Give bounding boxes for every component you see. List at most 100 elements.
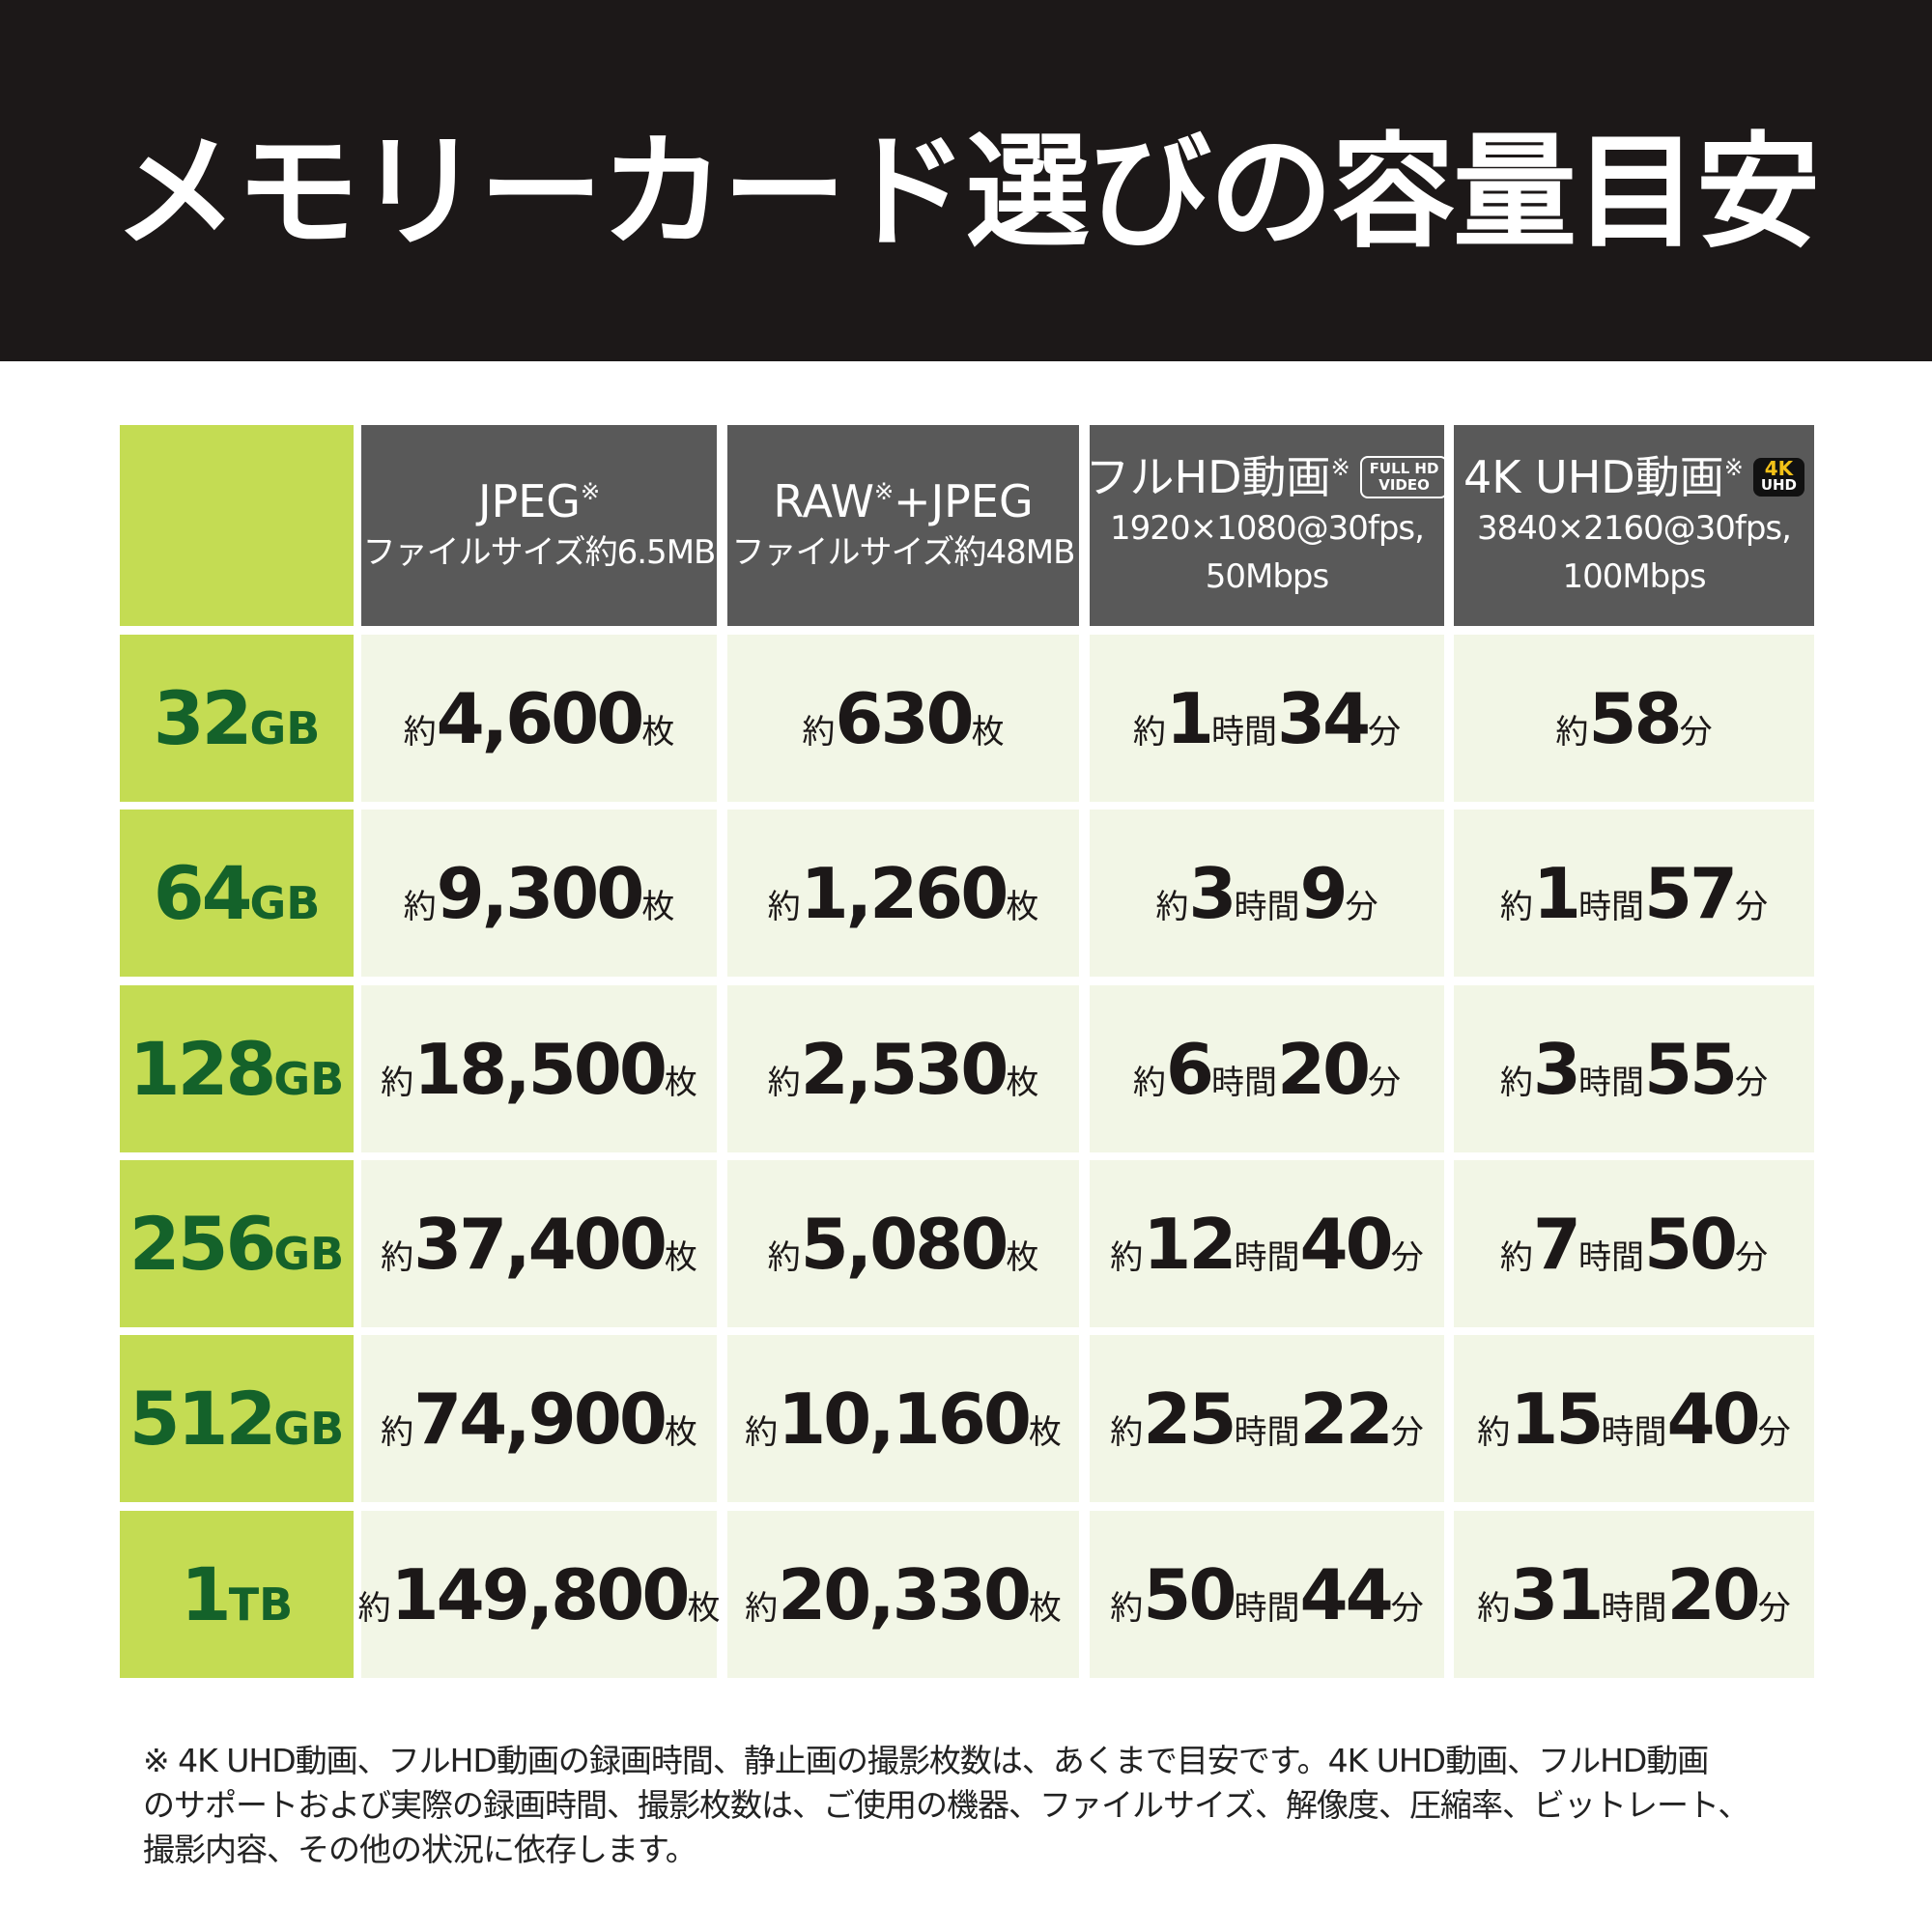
cell-value: 約 1 時間 57 分 xyxy=(1500,853,1768,934)
cell-unit: 約 xyxy=(403,712,437,752)
cell-number: 1,260 xyxy=(800,852,1009,934)
footnote-line: のサポートおよび実際の録画時間、撮影枚数は、ご使用の機器、ファイルサイズ、解像度… xyxy=(143,1786,1749,1824)
cell-value: 約 10,160 枚 xyxy=(745,1378,1062,1460)
column-header: フルHD動画 ※ FULL HD VIDEO 1920×1080@30fps, 50Mbp… xyxy=(1086,425,1449,626)
column-title: RAW ※ +JPEG xyxy=(773,474,1033,528)
cell-unit: 枚 xyxy=(1006,1063,1039,1102)
cell-value: 約 149,800 枚 xyxy=(358,1554,721,1635)
cell-unit: 時間 xyxy=(1234,1588,1300,1628)
footnote-line: ※ 4K UHD動画、フルHD動画の録画時間、静止画の撮影枚数は、あくまで目安で… xyxy=(143,1742,1709,1779)
cell-number: 34 xyxy=(1276,677,1371,759)
capacity-number: 128 xyxy=(128,1026,277,1112)
cell-unit: 約 xyxy=(1499,1063,1533,1102)
title-text: フルHD動画 xyxy=(1085,451,1331,503)
table-cell: 約 20,330 枚 xyxy=(727,1511,1079,1678)
badge-text: UHD xyxy=(1760,476,1798,494)
cell-unit: 枚 xyxy=(687,1588,721,1628)
cell-unit: 約 xyxy=(745,1588,779,1628)
cell-unit: 約 xyxy=(767,887,801,926)
column-title: フルHD動画 ※ FULL HD VIDEO xyxy=(1086,450,1449,504)
cell-unit: 時間 xyxy=(1577,887,1644,926)
cell-unit: 分 xyxy=(1390,1588,1424,1628)
table-cell: 約 50 時間 44 分 xyxy=(1090,1511,1444,1678)
table-cell: 約 6 時間 20 分 xyxy=(1090,985,1444,1152)
cell-unit: 枚 xyxy=(1028,1588,1062,1628)
cell-unit: 約 xyxy=(1499,887,1533,926)
cell-unit: 分 xyxy=(1390,1412,1424,1452)
cell-unit: 時間 xyxy=(1577,1237,1644,1277)
cell-number: 37,400 xyxy=(413,1203,668,1285)
table-cell: 約 1 時間 34 分 xyxy=(1090,635,1444,802)
cell-unit: 枚 xyxy=(641,712,675,752)
cell-unit: 約 xyxy=(1477,1412,1511,1452)
cell-value: 約 50 時間 44 分 xyxy=(1110,1554,1423,1635)
column-subtitle: ファイルサイズ約48MB xyxy=(731,533,1076,572)
cell-number: 3 xyxy=(1188,852,1236,934)
capacity-label: 512 GB xyxy=(129,1376,344,1462)
capacity-cell: 32 GB xyxy=(120,635,354,802)
table-cell: 約 3 時間 9 分 xyxy=(1090,810,1444,977)
table-cell: 約 58 分 xyxy=(1454,635,1814,802)
column-header: 4K UHD動画 ※ 4K UHD 3840×2160@30fps, 100Mbps xyxy=(1454,425,1814,626)
cell-number: 20 xyxy=(1276,1028,1371,1110)
cell-number: 10,160 xyxy=(778,1378,1032,1460)
cell-unit: 枚 xyxy=(641,887,675,926)
capacity-cell: 256 GB xyxy=(120,1160,354,1327)
cell-number: 40 xyxy=(1299,1203,1394,1285)
cell-unit: 分 xyxy=(1735,1237,1769,1277)
cell-number: 6 xyxy=(1165,1028,1214,1110)
cell-unit: 約 xyxy=(1499,1237,1533,1277)
cell-unit: 分 xyxy=(1735,1063,1769,1102)
cell-value: 約 31 時間 20 分 xyxy=(1477,1554,1790,1635)
cell-number: 12 xyxy=(1143,1203,1236,1285)
cell-unit: 時間 xyxy=(1601,1412,1667,1452)
cell-unit: 枚 xyxy=(971,712,1005,752)
note-mark: ※ xyxy=(1330,454,1350,481)
cell-unit: 約 xyxy=(381,1237,414,1277)
column-subtitle: 3840×2160@30fps, xyxy=(1477,509,1792,548)
table-cell: 約 37,400 枚 xyxy=(361,1160,717,1327)
table-cell: 約 1,260 枚 xyxy=(727,810,1079,977)
capacity-label: 1 TB xyxy=(181,1551,293,1637)
cell-value: 約 3 時間 55 分 xyxy=(1500,1029,1768,1110)
capacity-label: 64 GB xyxy=(154,850,321,936)
cell-value: 約 12 時間 40 分 xyxy=(1110,1204,1423,1285)
cell-unit: 約 xyxy=(802,712,836,752)
column-title: JPEG ※ xyxy=(478,474,600,528)
cell-value: 約 58 分 xyxy=(1555,678,1712,759)
cell-unit: 時間 xyxy=(1234,1412,1300,1452)
table-cell: 約 7 時間 50 分 xyxy=(1454,1160,1814,1327)
cell-unit: 約 xyxy=(381,1412,414,1452)
cell-value: 約 4,600 枚 xyxy=(404,678,675,759)
capacity-label: 128 GB xyxy=(129,1026,344,1112)
capacity-cell: 1 TB xyxy=(120,1511,354,1678)
cell-number: 44 xyxy=(1299,1553,1394,1635)
column-subtitle: 1920×1080@30fps, xyxy=(1110,509,1425,548)
cell-number: 1 xyxy=(1165,677,1214,759)
cell-unit: 分 xyxy=(1345,887,1378,926)
table-cell: 約 31 時間 20 分 xyxy=(1454,1511,1814,1678)
cell-value: 約 3 時間 9 分 xyxy=(1155,853,1378,934)
cell-number: 149,800 xyxy=(390,1553,691,1635)
cell-unit: 時間 xyxy=(1234,1237,1300,1277)
title-text: 4K UHD動画 xyxy=(1463,451,1724,503)
cell-unit: 分 xyxy=(1757,1412,1791,1452)
cell-unit: 約 xyxy=(1477,1588,1511,1628)
capacity-unit: GB xyxy=(273,1403,345,1455)
capacity-cell: 512 GB xyxy=(120,1335,354,1502)
cell-number: 31 xyxy=(1510,1553,1604,1635)
column-title: 4K UHD動画 ※ 4K UHD xyxy=(1463,450,1805,504)
format-badge: FULL HD VIDEO xyxy=(1359,456,1449,498)
cell-unit: 約 xyxy=(357,1588,391,1628)
cell-unit: 分 xyxy=(1735,887,1769,926)
title-text: +JPEG xyxy=(894,475,1034,527)
cell-number: 20,330 xyxy=(778,1553,1032,1635)
cell-number: 40 xyxy=(1666,1378,1761,1460)
cell-unit: 枚 xyxy=(664,1412,697,1452)
title-text: RAW xyxy=(773,475,874,527)
capacity-cell: 64 GB xyxy=(120,810,354,977)
capacity-number: 512 xyxy=(128,1376,277,1462)
cell-unit: 約 xyxy=(767,1063,801,1102)
cell-number: 9,300 xyxy=(436,852,645,934)
cell-unit: 枚 xyxy=(664,1237,697,1277)
